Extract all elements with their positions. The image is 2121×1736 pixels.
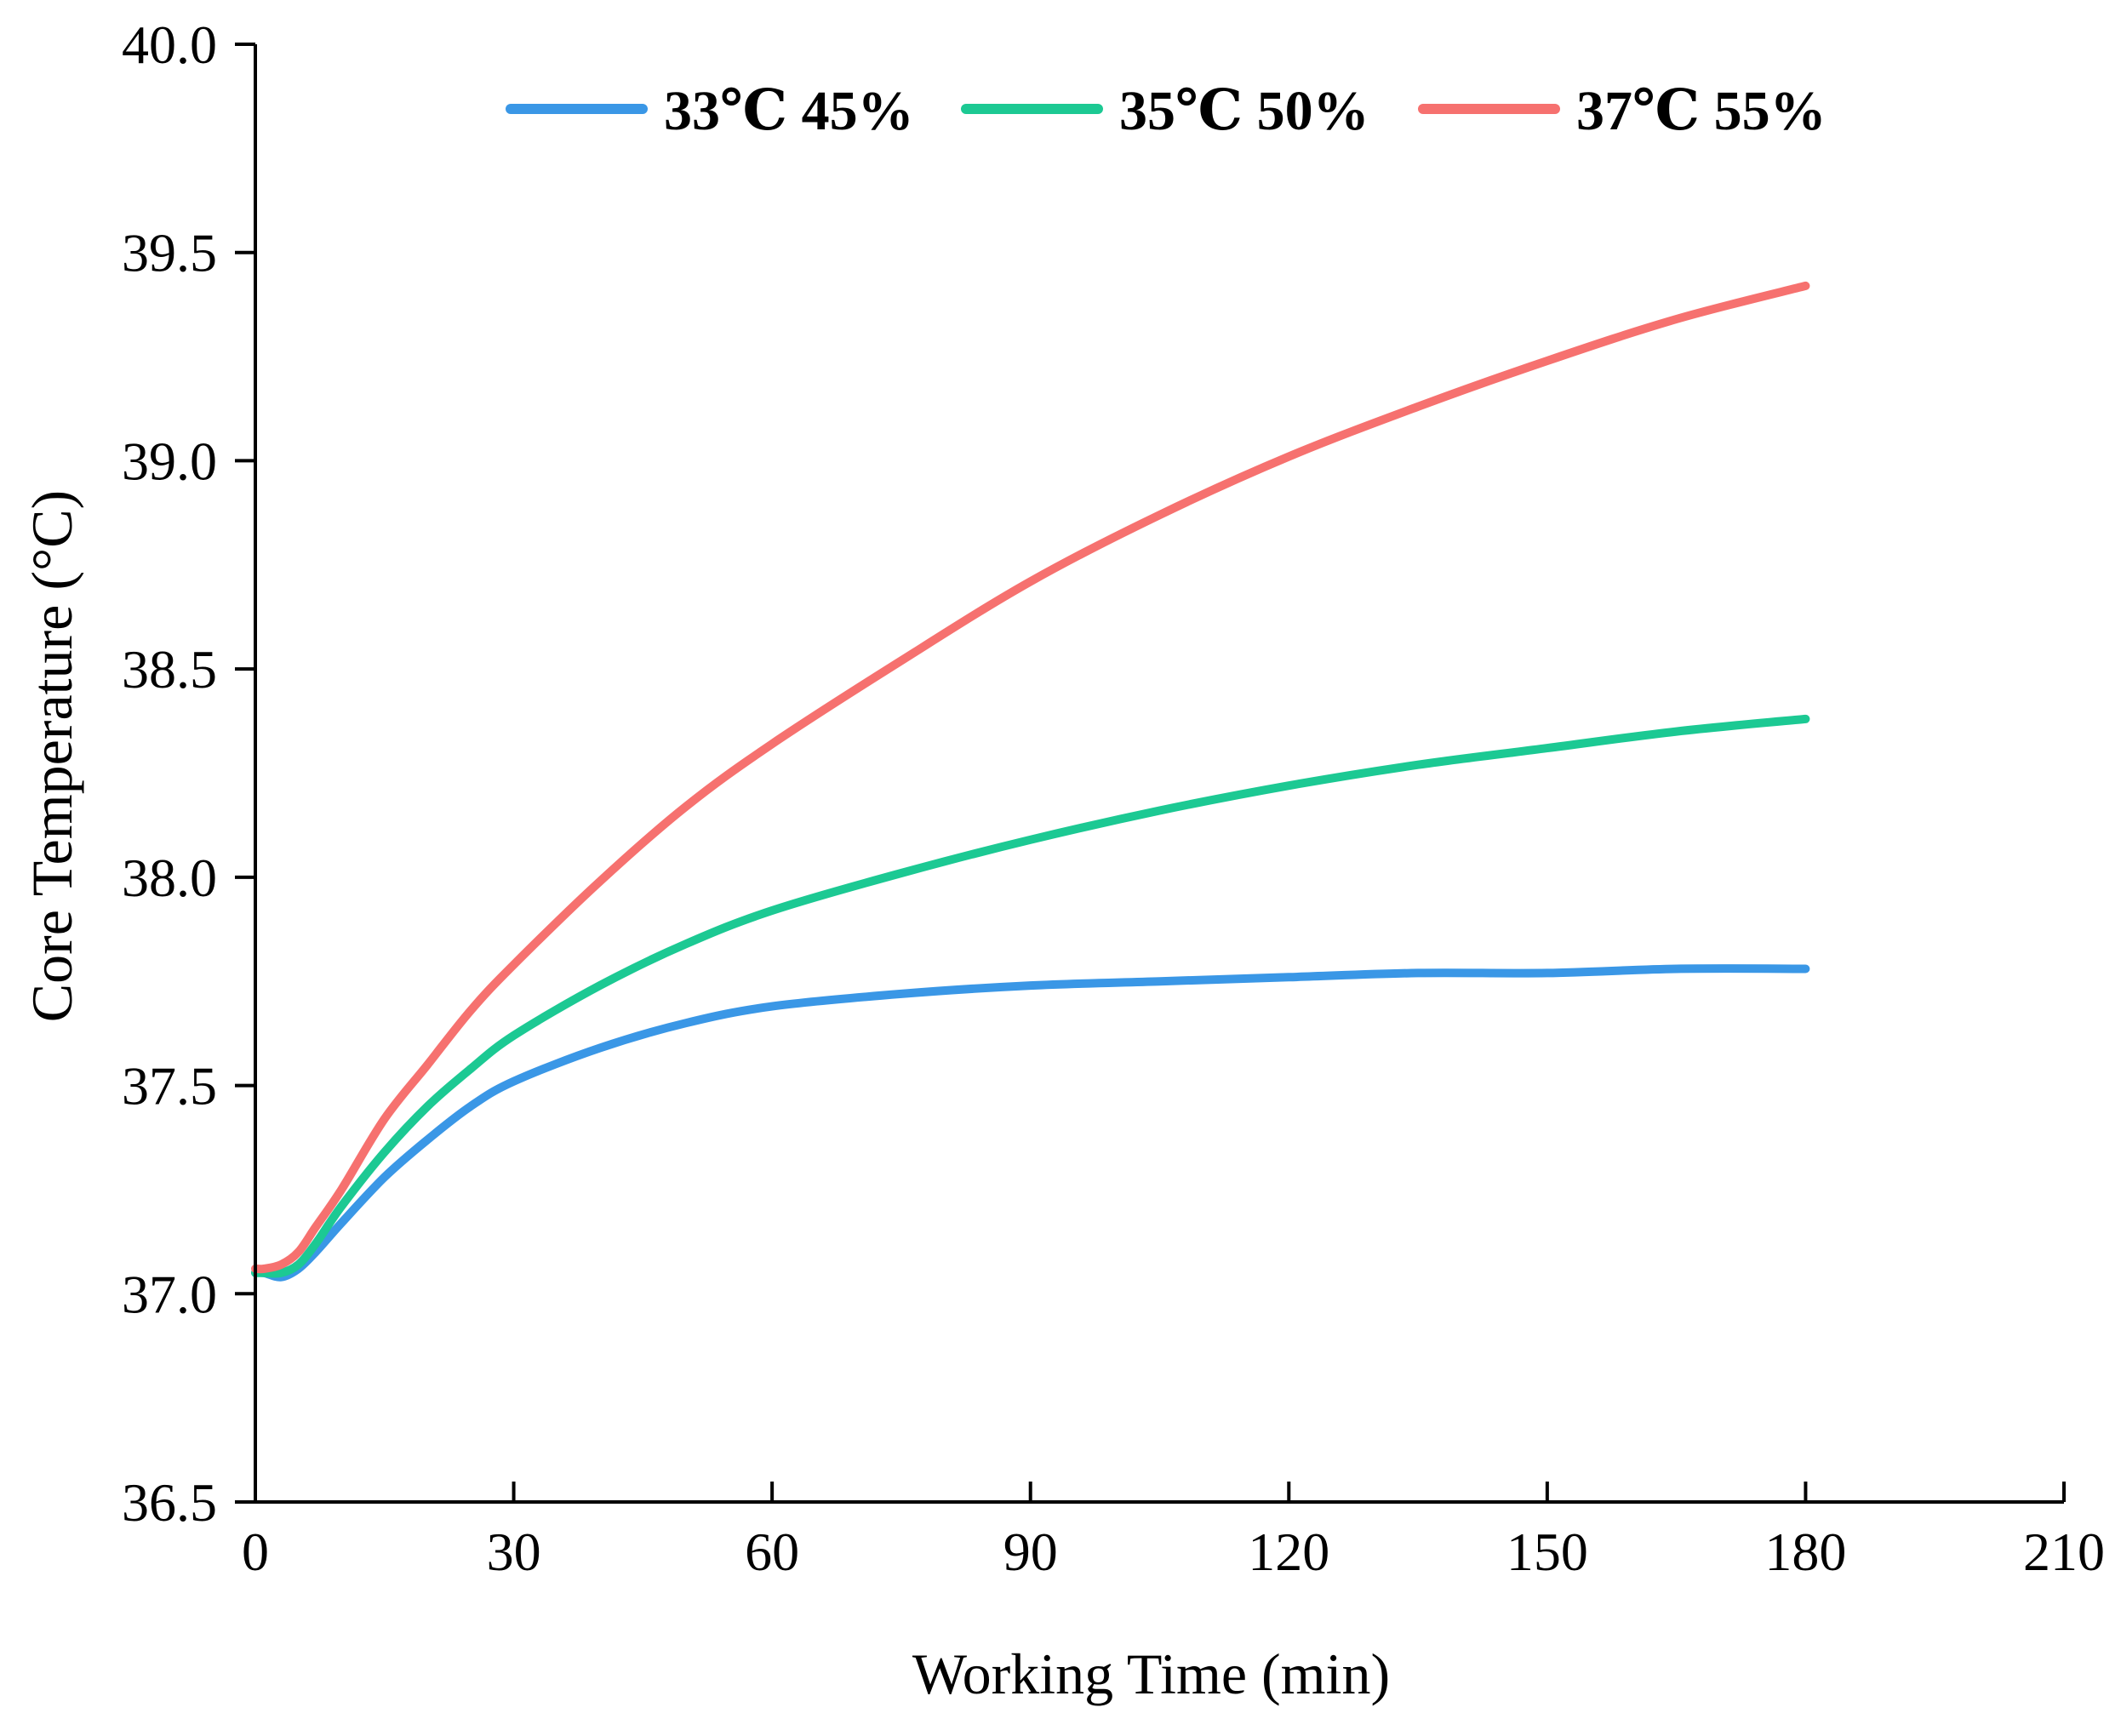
legend: 33℃ 45% 35℃ 50% 37℃ 55% [506, 80, 1827, 142]
series-layer [251, 281, 1810, 1282]
y-tick-label: 38.0 [122, 848, 217, 908]
y-tick-label: 40.0 [122, 14, 217, 75]
x-tick-label: 90 [1003, 1522, 1058, 1582]
y-axis-title: Core Temperature (°C) [20, 490, 84, 1022]
y-tick-label: 37.0 [122, 1264, 217, 1324]
series-line-3 [251, 281, 1810, 1274]
legend-label-1: 33℃ 45% [664, 80, 914, 142]
legend-label-3: 37℃ 55% [1576, 80, 1827, 142]
x-tick-label: 150 [1506, 1522, 1588, 1582]
series-line-2 [251, 714, 1810, 1278]
y-tick-label: 36.5 [122, 1472, 217, 1533]
y-tick-label: 39.0 [122, 431, 217, 491]
legend-label-2: 35℃ 50% [1119, 80, 1369, 142]
x-tick-label: 60 [745, 1522, 799, 1582]
y-tick-label: 38.5 [122, 639, 217, 700]
x-tick-label: 30 [487, 1522, 541, 1582]
series-line-1 [251, 964, 1810, 1282]
x-tick-label: 180 [1764, 1522, 1846, 1582]
x-tick-label: 210 [2023, 1522, 2105, 1582]
y-tick-label: 37.5 [122, 1056, 217, 1116]
x-tick-label: 0 [242, 1522, 269, 1582]
axes-layer: 0 30 60 90 120 150 180 210 36.5 37.0 37.5 38.0 38.5 3… [122, 14, 2105, 1582]
x-axis-title: Working Time (min) [912, 1642, 1390, 1706]
y-tick-label: 39.5 [122, 223, 217, 283]
x-tick-label: 120 [1248, 1522, 1329, 1582]
